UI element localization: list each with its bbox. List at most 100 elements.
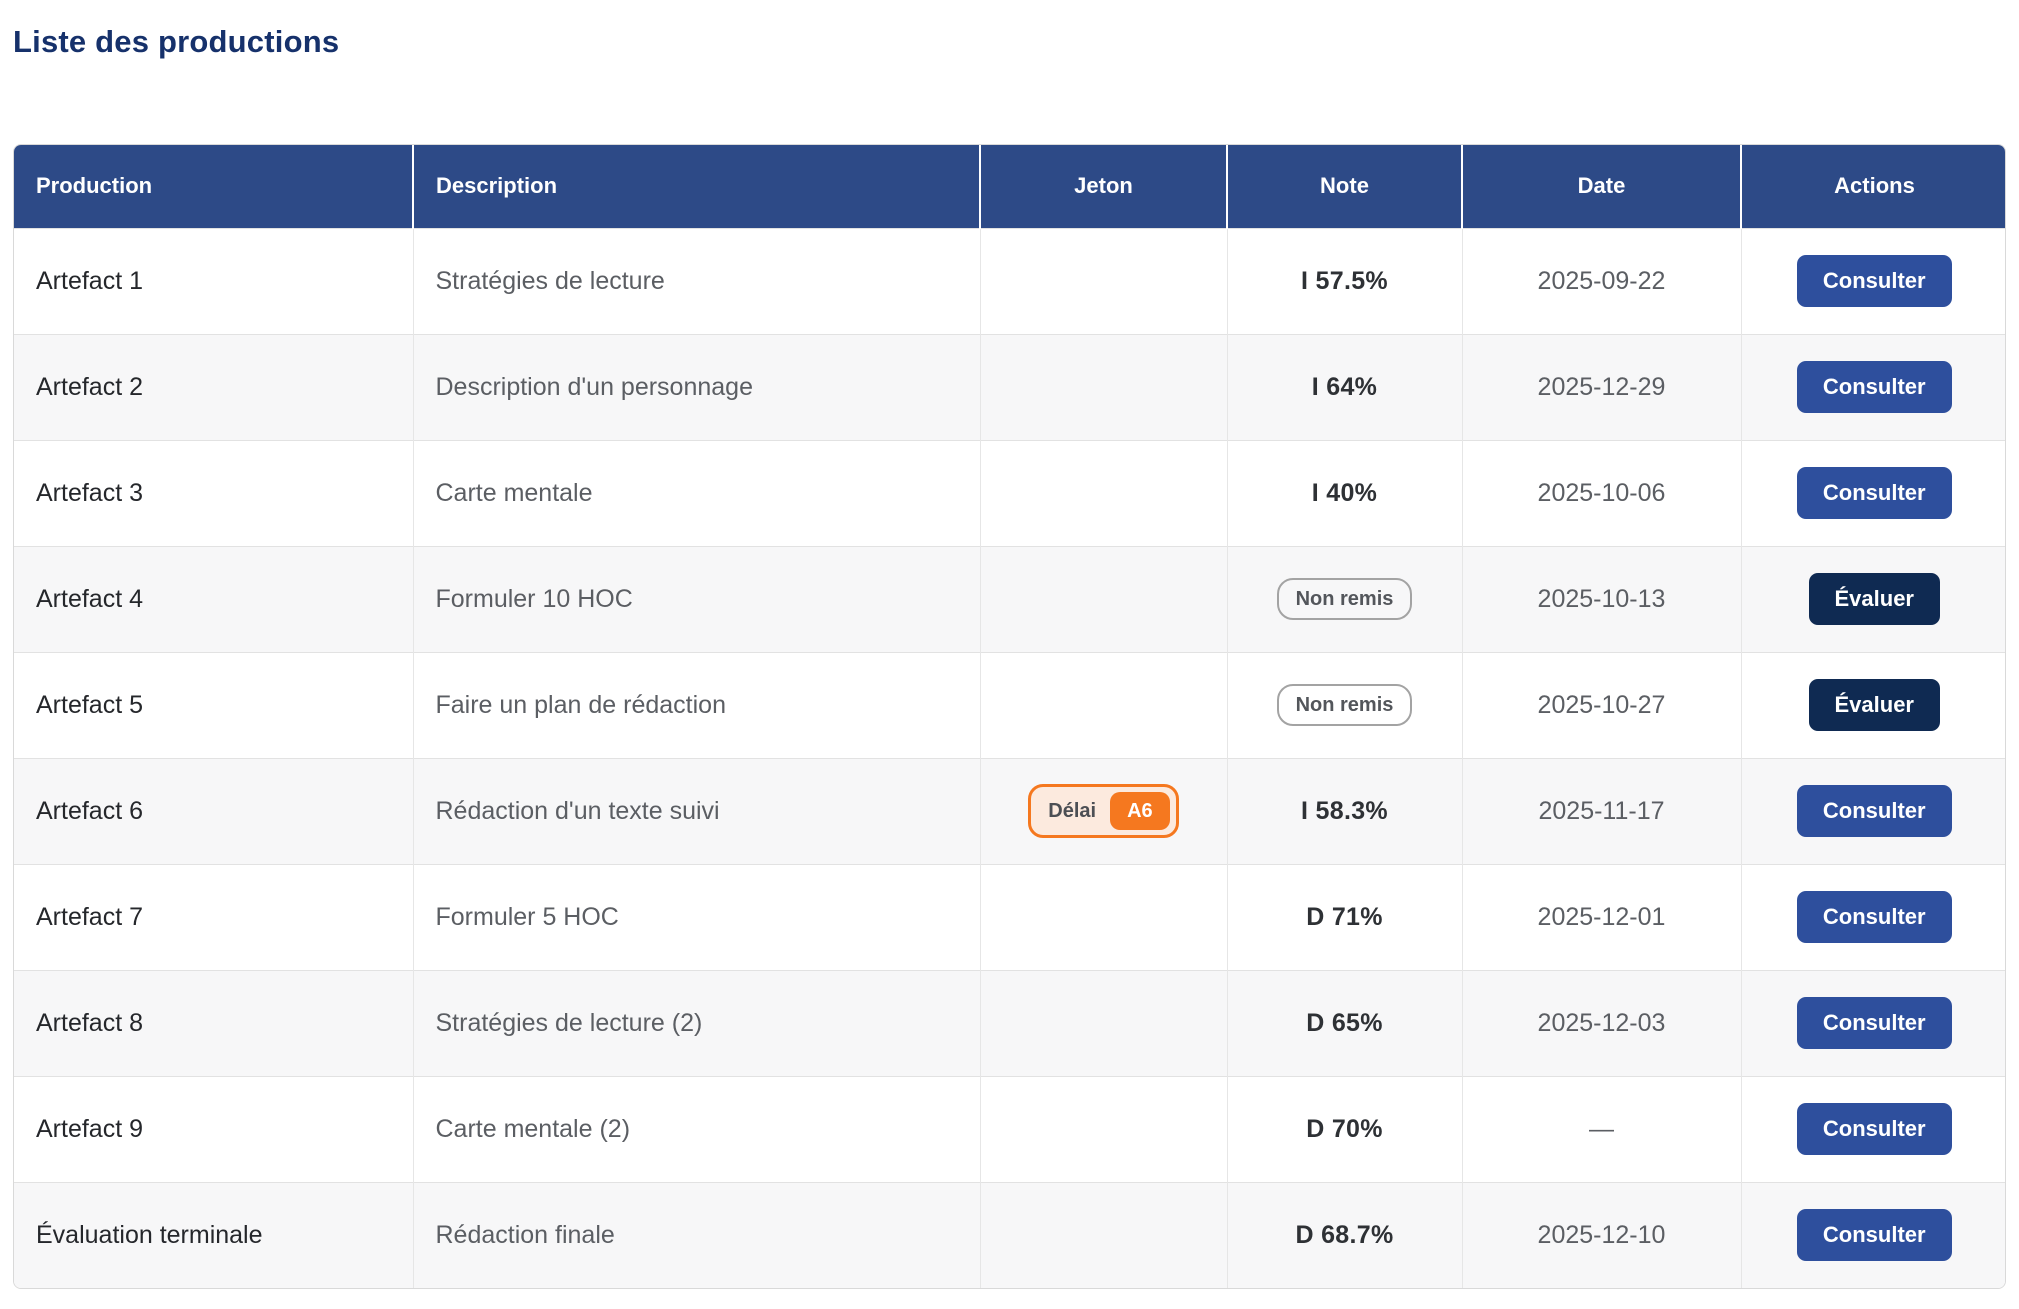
note-value: D 65% — [1306, 1008, 1383, 1037]
note-cell: D 71% — [1226, 863, 1462, 970]
column-header-note: Note — [1226, 145, 1462, 228]
delai-badge-code: A6 — [1110, 792, 1170, 830]
table-row: Artefact 7 Formuler 5 HOC D 71% 2025-12-… — [14, 863, 2005, 970]
productions-table: Production Description Jeton Note Date A… — [14, 145, 2005, 1288]
jeton-cell — [979, 333, 1227, 440]
description-cell: Stratégies de lecture (2) — [412, 969, 980, 1076]
table-row: Artefact 2 Description d'un personnage I… — [14, 333, 2005, 440]
note-value: D 71% — [1306, 902, 1383, 931]
description-cell: Description d'un personnage — [412, 333, 980, 440]
column-header-actions: Actions — [1740, 145, 2005, 228]
date-cell: 2025-10-13 — [1461, 545, 1741, 652]
consulter-button[interactable]: Consulter — [1796, 1209, 1952, 1262]
jeton-cell — [979, 545, 1227, 652]
date-cell: 2025-12-03 — [1461, 969, 1741, 1076]
note-value: D 68.7% — [1295, 1220, 1394, 1249]
delai-badge: Délai A6 — [1028, 784, 1179, 838]
production-cell: Artefact 4 — [14, 545, 413, 652]
jeton-cell — [979, 1181, 1227, 1288]
column-header-description: Description — [412, 145, 980, 228]
evaluer-button[interactable]: Évaluer — [1808, 679, 1940, 731]
consulter-button[interactable]: Consulter — [1796, 785, 1952, 837]
consulter-button[interactable]: Consulter — [1796, 997, 1952, 1049]
jeton-cell — [979, 1075, 1227, 1182]
actions-cell: Consulter — [1740, 863, 2005, 970]
actions-cell: Évaluer — [1740, 545, 2005, 652]
description-cell: Stratégies de lecture — [412, 227, 980, 334]
table-row: Évaluation terminale Rédaction finale D … — [14, 1181, 2005, 1288]
note-cell: D 70% — [1226, 1075, 1462, 1182]
date-cell: 2025-12-01 — [1461, 863, 1741, 970]
date-cell: 2025-12-10 — [1461, 1181, 1741, 1288]
consulter-button[interactable]: Consulter — [1796, 467, 1952, 519]
jeton-cell — [979, 227, 1227, 334]
note-cell: I 57.5% — [1226, 227, 1462, 334]
actions-cell: Évaluer — [1740, 651, 2005, 758]
non-remis-badge: Non remis — [1276, 684, 1413, 726]
table-row: Artefact 9 Carte mentale (2) D 70% — Con… — [14, 1075, 2005, 1182]
production-cell: Artefact 7 — [14, 863, 413, 970]
non-remis-badge: Non remis — [1276, 578, 1413, 620]
production-cell: Artefact 9 — [14, 1075, 413, 1182]
table-row: Artefact 1 Stratégies de lecture I 57.5%… — [14, 227, 2005, 334]
jeton-cell — [979, 651, 1227, 758]
table-row: Artefact 3 Carte mentale I 40% 2025-10-0… — [14, 439, 2005, 546]
actions-cell: Consulter — [1740, 757, 2005, 864]
date-cell: 2025-11-17 — [1461, 757, 1741, 864]
actions-cell: Consulter — [1740, 969, 2005, 1076]
column-header-production: Production — [14, 145, 413, 228]
description-cell: Rédaction d'un texte suivi — [412, 757, 980, 864]
production-cell: Artefact 8 — [14, 969, 413, 1076]
actions-cell: Consulter — [1740, 333, 2005, 440]
consulter-button[interactable]: Consulter — [1796, 361, 1952, 413]
consulter-button[interactable]: Consulter — [1796, 891, 1952, 943]
date-cell: — — [1461, 1075, 1741, 1182]
date-cell: 2025-10-06 — [1461, 439, 1741, 546]
date-cell: 2025-12-29 — [1461, 333, 1741, 440]
production-cell: Évaluation terminale — [14, 1181, 413, 1288]
productions-table-container: Production Description Jeton Note Date A… — [13, 144, 2006, 1289]
table-header-row: Production Description Jeton Note Date A… — [14, 145, 2005, 228]
note-cell: I 64% — [1226, 333, 1462, 440]
note-value: D 70% — [1306, 1114, 1383, 1143]
consulter-button[interactable]: Consulter — [1796, 1103, 1952, 1155]
table-row: Artefact 5 Faire un plan de rédaction No… — [14, 651, 2005, 758]
production-cell: Artefact 3 — [14, 439, 413, 546]
jeton-cell — [979, 863, 1227, 970]
description-cell: Carte mentale — [412, 439, 980, 546]
description-cell: Formuler 5 HOC — [412, 863, 980, 970]
table-row: Artefact 8 Stratégies de lecture (2) D 6… — [14, 969, 2005, 1076]
note-cell: D 65% — [1226, 969, 1462, 1076]
description-cell: Faire un plan de rédaction — [412, 651, 980, 758]
note-cell: I 40% — [1226, 439, 1462, 546]
note-cell: I 58.3% — [1226, 757, 1462, 864]
description-cell: Carte mentale (2) — [412, 1075, 980, 1182]
actions-cell: Consulter — [1740, 227, 2005, 334]
jeton-cell — [979, 969, 1227, 1076]
production-cell: Artefact 1 — [14, 227, 413, 334]
actions-cell: Consulter — [1740, 1075, 2005, 1182]
actions-cell: Consulter — [1740, 1181, 2005, 1288]
consulter-button[interactable]: Consulter — [1796, 255, 1952, 307]
description-cell: Formuler 10 HOC — [412, 545, 980, 652]
production-cell: Artefact 2 — [14, 333, 413, 440]
table-row: Artefact 4 Formuler 10 HOC Non remis 202… — [14, 545, 2005, 652]
note-value: I 40% — [1311, 478, 1378, 507]
table-row: Artefact 6 Rédaction d'un texte suivi Dé… — [14, 757, 2005, 864]
jeton-cell — [979, 439, 1227, 546]
evaluer-button[interactable]: Évaluer — [1808, 573, 1940, 625]
note-value: I 57.5% — [1301, 266, 1388, 295]
actions-cell: Consulter — [1740, 439, 2005, 546]
page-title: Liste des productions — [13, 24, 340, 59]
jeton-cell: Délai A6 — [979, 757, 1227, 864]
description-cell: Rédaction finale — [412, 1181, 980, 1288]
delai-badge-label: Délai — [1048, 800, 1097, 822]
date-cell: 2025-09-22 — [1461, 227, 1741, 334]
production-cell: Artefact 5 — [14, 651, 413, 758]
column-header-date: Date — [1461, 145, 1741, 228]
note-cell: Non remis — [1226, 651, 1462, 758]
production-cell: Artefact 6 — [14, 757, 413, 864]
note-cell: D 68.7% — [1226, 1181, 1462, 1288]
date-cell: 2025-10-27 — [1461, 651, 1741, 758]
